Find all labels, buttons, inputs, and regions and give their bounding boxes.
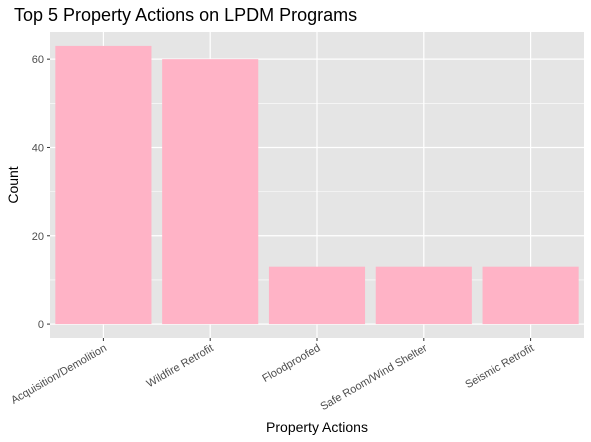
y-tick-label: 60 [32,54,44,66]
bar [375,266,472,325]
chart-title: Top 5 Property Actions on LPDM Programs [14,5,357,25]
bar [55,45,152,325]
x-tick-label: Seismic Retrofit [463,342,536,391]
x-axis-title: Property Actions [266,419,368,435]
bar [268,266,366,325]
y-tick-label: 40 [32,142,44,154]
y-axis: 0 20 40 60 [32,54,50,331]
y-tick-label: 0 [38,319,44,331]
bars [55,45,579,325]
bar [482,266,579,325]
x-tick-label: Safe Room/Wind Shelter [318,342,429,413]
x-tick-label: Floodproofed [260,342,322,385]
x-axis: Acquisition/Demolition Wildfire Retrofit F… [9,338,536,413]
x-tick-label: Acquisition/Demolition [9,342,109,407]
y-tick-label: 20 [32,231,44,243]
y-axis-title: Count [5,166,21,203]
x-tick-label: Wildfire Retrofit [145,342,216,390]
bar [162,59,259,325]
